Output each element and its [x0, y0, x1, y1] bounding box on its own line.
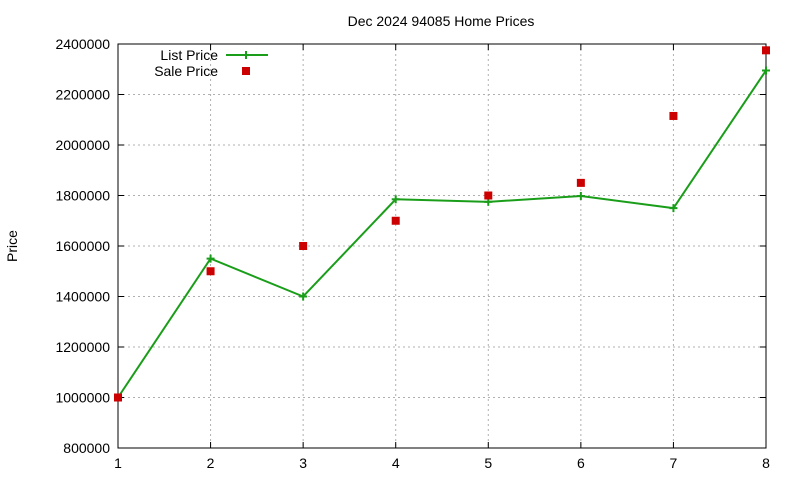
list-price-point	[669, 204, 678, 213]
x-tick-label: 4	[392, 455, 400, 471]
x-tick-label: 3	[299, 455, 307, 471]
sale-price-point	[114, 393, 122, 402]
y-tick-label: 1800000	[55, 188, 110, 204]
legend-label-list-price: List Price	[160, 47, 218, 63]
sale-price-point	[762, 46, 770, 55]
x-tick-label: 1	[114, 455, 122, 471]
y-tick-label: 2000000	[55, 137, 110, 153]
chart-title: Dec 2024 94085 Home Prices	[348, 13, 535, 29]
series-layer	[114, 46, 770, 402]
sale-price-point	[391, 216, 400, 225]
list-price-point	[576, 192, 585, 201]
y-tick-label: 1600000	[55, 238, 110, 254]
y-tick-label: 2200000	[55, 87, 110, 103]
x-tick-label: 7	[670, 455, 678, 471]
y-tick-label: 800000	[63, 440, 110, 456]
y-tick-label: 2400000	[55, 36, 110, 52]
sale-price-point	[576, 178, 585, 187]
x-tick-label: 6	[577, 455, 585, 471]
list-price-point	[762, 66, 770, 75]
list-price-line	[117, 69, 767, 399]
y-tick-label: 1000000	[55, 390, 110, 406]
sale-price-point	[299, 242, 308, 250]
y-axis-label: Price	[4, 230, 20, 262]
sale-price-point	[206, 267, 215, 276]
legend-label-sale-price: Sale Price	[154, 63, 218, 79]
y-tick-label: 1400000	[55, 289, 110, 305]
x-tick-label: 5	[484, 455, 492, 471]
sale-price-point	[484, 191, 493, 200]
legend-swatch-square	[242, 67, 250, 75]
y-tick-label: 1200000	[55, 339, 110, 355]
x-tick-label: 2	[207, 455, 215, 471]
grid-lines	[118, 44, 766, 448]
plot-frame	[117, 43, 767, 449]
list-price-point	[206, 254, 215, 263]
list-price-point	[391, 195, 400, 204]
sale-price-point	[669, 111, 678, 120]
list-price-point	[299, 292, 308, 301]
x-tick-label: 8	[762, 455, 770, 471]
axes: 800000 1000000 1200000 1400000 1600000 180000…	[55, 36, 770, 471]
